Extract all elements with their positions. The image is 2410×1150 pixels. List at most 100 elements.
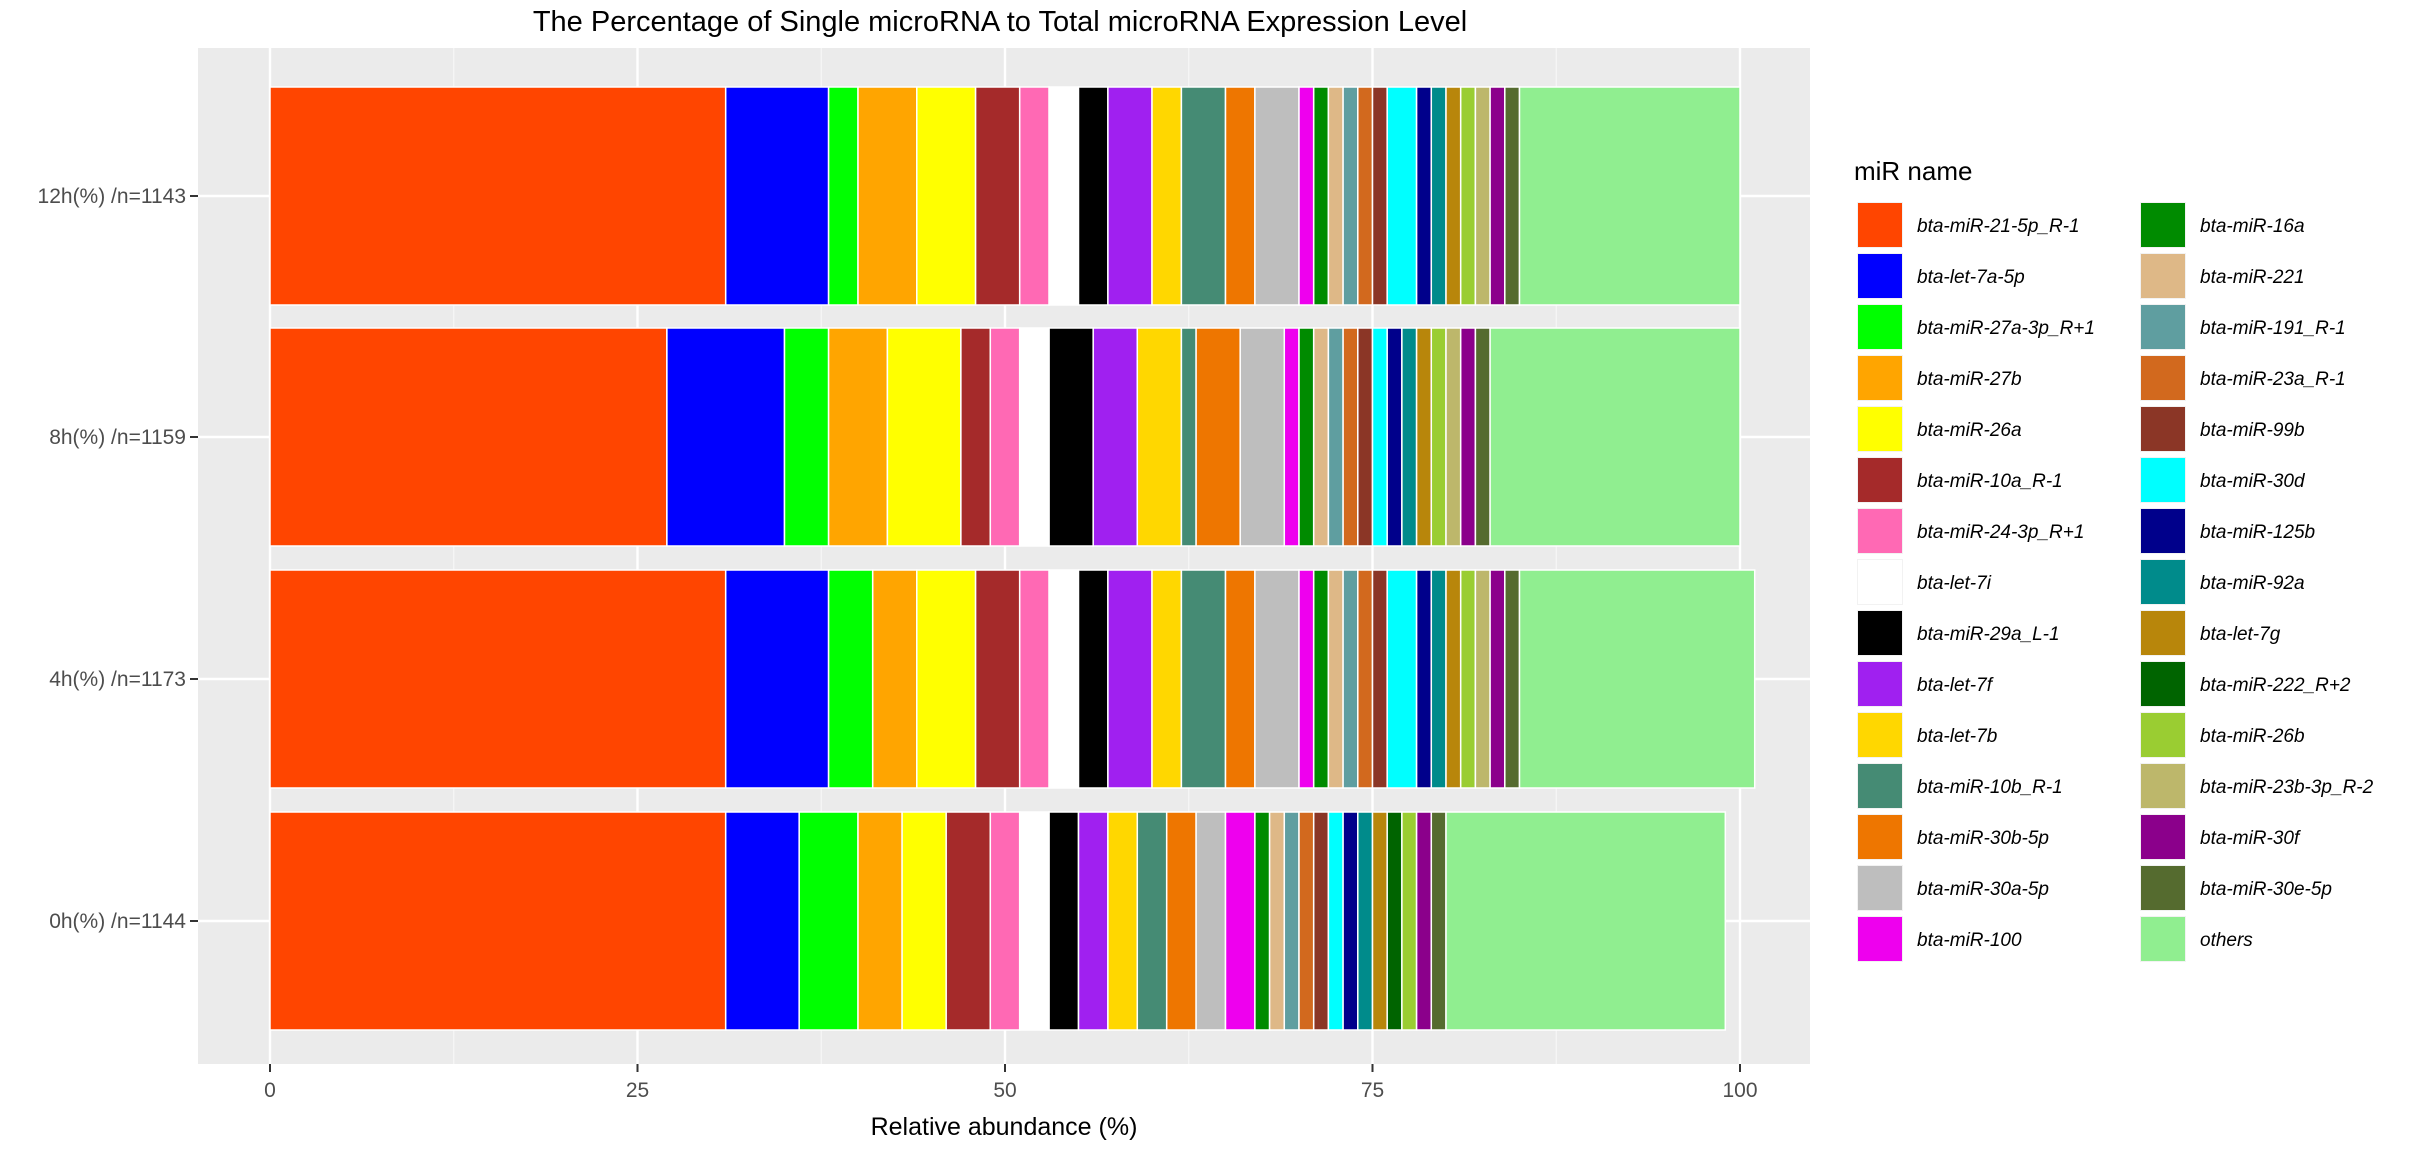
bar-segment (1165, 811, 1197, 1031)
legend-key (2141, 764, 2185, 808)
bar-segment (1415, 569, 1433, 789)
bar-segment (1342, 811, 1359, 1031)
y-tick-label: 12h(%) /n=1143 (38, 185, 186, 208)
legend-label: bta-miR-26a (1917, 420, 2022, 441)
bar-segment (1298, 327, 1315, 547)
legend-label: bta-let-7g (2200, 624, 2281, 645)
bar-segment (1415, 327, 1433, 547)
bar-segment (1224, 86, 1256, 306)
y-tick-label: 8h(%) /n=1159 (49, 426, 186, 449)
legend-label: bta-let-7a-5p (1917, 267, 2025, 288)
bar-segment (1459, 327, 1477, 547)
bar-segment (974, 569, 1021, 789)
bar-segment (1430, 86, 1447, 306)
bar-segment (1342, 327, 1359, 547)
legend-key (1858, 764, 1902, 808)
legend-label: bta-miR-30f (2200, 828, 2301, 849)
bar-segment (827, 569, 874, 789)
bar-segment (916, 86, 977, 306)
bar-segment (960, 327, 992, 547)
legend-key (2141, 560, 2185, 604)
legend-label: bta-miR-27b (1917, 369, 2022, 390)
legend-label: bta-miR-10a_R-1 (1917, 471, 2063, 492)
legend-key (2141, 407, 2185, 451)
bar-segment (1401, 811, 1418, 1031)
bar-segment (1459, 569, 1477, 789)
bar-segment (857, 86, 918, 306)
x-tick-label: 0 (264, 1079, 276, 1102)
bar-segment (1386, 86, 1418, 306)
legend-key (2141, 203, 2185, 247)
bar-segment (1048, 811, 1080, 1031)
bar-segment (1474, 86, 1491, 306)
bar-segment (1092, 327, 1139, 547)
bar-segment (1371, 86, 1388, 306)
bar-segment (1459, 86, 1477, 306)
bar-segment (1386, 569, 1418, 789)
bar-segment (1415, 811, 1433, 1031)
bar-segment (1048, 327, 1094, 547)
bar-segment (916, 569, 977, 789)
legend-label: bta-miR-16a (2200, 216, 2305, 237)
legend-key (2141, 458, 2185, 502)
legend-key (1858, 407, 1902, 451)
bar-segment (1371, 327, 1388, 547)
bar-segment (1018, 86, 1050, 306)
bar-segment (724, 811, 800, 1031)
bar-segment (1107, 811, 1139, 1031)
bar-segment (901, 811, 947, 1031)
bar-segment (1474, 569, 1491, 789)
x-tick-label: 50 (993, 1079, 1016, 1102)
legend-key (2141, 866, 2185, 910)
legend-key (1858, 509, 1902, 553)
bar-segment (1371, 811, 1388, 1031)
legend: miR name bta-miR-21-5p_R-1bta-let-7a-5pb… (1854, 156, 2374, 962)
legend-label: bta-miR-10b_R-1 (1917, 777, 2063, 798)
y-tick-label: 4h(%) /n=1173 (49, 668, 186, 691)
legend-label: bta-miR-92a (2200, 573, 2305, 594)
bar-segment (1327, 86, 1344, 306)
bar-segment (1357, 811, 1374, 1031)
bar-segment (871, 569, 918, 789)
legend-key (1858, 713, 1902, 757)
bar-segment (1357, 569, 1374, 789)
bar-segment (1107, 569, 1153, 789)
legend-key (1858, 356, 1902, 400)
legend-label: bta-miR-191_R-1 (2200, 318, 2346, 339)
bar-segment (1298, 811, 1315, 1031)
bar-segment (1445, 811, 1727, 1031)
bar-segment (1312, 327, 1330, 547)
legend-key (2141, 662, 2185, 706)
bar-segment (1489, 569, 1506, 789)
legend-key (2141, 509, 2185, 553)
bar-segment (1504, 86, 1521, 306)
legend-label: bta-miR-100 (1917, 930, 2022, 951)
bar-segment (1180, 569, 1227, 789)
bar-segment (1327, 327, 1344, 547)
bar-segment (1151, 569, 1183, 789)
legend-label: bta-miR-21-5p_R-1 (1917, 216, 2080, 237)
legend-key (1858, 254, 1902, 298)
bar-segment (1489, 86, 1506, 306)
legend-label: bta-miR-30d (2200, 471, 2306, 492)
bar-segment (1327, 811, 1344, 1031)
legend-label: bta-miR-30a-5p (1917, 879, 2049, 900)
bar-segment (1371, 569, 1388, 789)
bar-segment (1048, 569, 1080, 789)
bar-segment (1018, 327, 1050, 547)
bar-segment (1180, 86, 1227, 306)
legend-label: bta-miR-24-3p_R+1 (1917, 522, 2084, 543)
bar-segment (1283, 327, 1300, 547)
legend-label: bta-miR-221 (2200, 267, 2305, 288)
bar-segment (857, 811, 903, 1031)
bar-segment (1077, 569, 1109, 789)
bar-segment (1489, 327, 1741, 547)
bar-segment (1312, 86, 1330, 306)
bar-segment (269, 811, 727, 1031)
x-tick-label: 75 (1361, 1079, 1384, 1102)
bar-segment (1386, 811, 1403, 1031)
bar-segment (827, 86, 859, 306)
bar-segment (1224, 569, 1256, 789)
bar-segment (1018, 569, 1050, 789)
